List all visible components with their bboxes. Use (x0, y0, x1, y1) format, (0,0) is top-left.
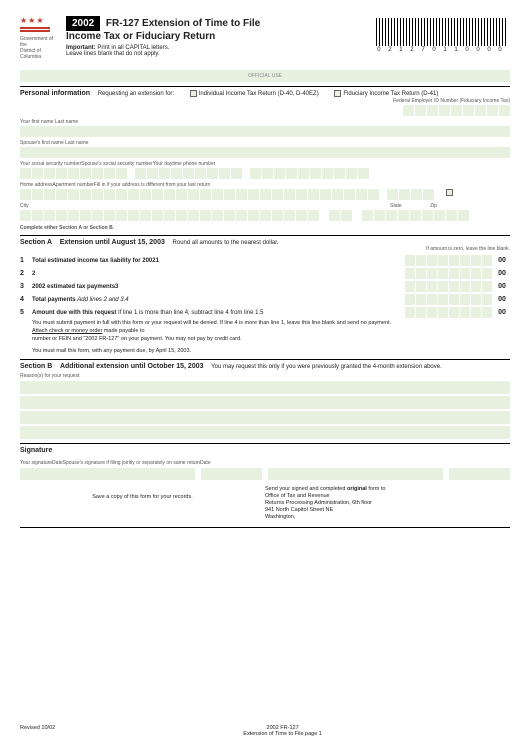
section-b-sub: You may request this only if you were pr… (211, 364, 442, 370)
your-signature-field[interactable] (20, 468, 195, 480)
reason-field-4[interactable] (20, 426, 510, 439)
note-2: Attach check or money order made payable… (32, 328, 510, 335)
address-changed-checkbox[interactable] (446, 189, 453, 196)
year-badge: 2002 (66, 16, 100, 31)
zero-note: If amount is zero, leave the line blank. (20, 246, 510, 252)
section-b-title: Section B (20, 363, 52, 370)
ssn-label: Your social security numberSpouse's soci… (20, 161, 510, 167)
star-icon: ★ (36, 16, 43, 25)
header: ★ ★ ★ Government of the District of Colu… (0, 0, 530, 64)
barcode-number: 0 2 1 2 7 0 1 1 0 0 0 0 (376, 47, 506, 53)
fed-emp-boxes (20, 105, 510, 116)
section-a: Section A Extension until August 15, 200… (20, 235, 510, 355)
checkbox-individual[interactable] (190, 90, 197, 97)
reasons-label: Reason(s) for your request (20, 373, 510, 379)
spouse-signature-field[interactable] (268, 468, 443, 480)
opt-individual: Individual Income Tax Return (D-40, D-40… (199, 91, 319, 97)
tax-form-page: ★ ★ ★ Government of the District of Colu… (0, 0, 530, 749)
input-box[interactable] (403, 105, 414, 116)
save-copy-note: Save a copy of this form for your record… (20, 486, 265, 522)
reason-field-1[interactable] (20, 381, 510, 394)
line-4: 4 Total payments Add lines 2 and 3.4 00 (20, 293, 510, 306)
line-1: 1 Total estimated income tax liability f… (20, 254, 510, 267)
divider (20, 527, 510, 528)
mail-block: Save a copy of this form for your record… (20, 486, 510, 522)
dc-flag: ★ ★ ★ Government of the District of Colu… (20, 16, 54, 60)
line-2: 2 2 00 (20, 267, 510, 280)
official-use-strip: OFFICIAL USE (20, 70, 510, 82)
footer: Revised 10/02 2002 FR-127 Extension of T… (20, 725, 510, 737)
signature-title: Signature (20, 447, 52, 454)
section-signature: Signature Your signatureDateSpouse's sig… (20, 443, 510, 529)
zip-label: Zip (430, 203, 510, 209)
opt-fiduciary: Fiduciary Income Tax Return (D-41) (343, 91, 438, 97)
your-name-label: Your first name Last name (20, 119, 510, 125)
spouse-name-field[interactable] (20, 147, 510, 158)
line-3: 3 2002 estimated tax payments3 00 (20, 280, 510, 293)
reason-field-3[interactable] (20, 411, 510, 424)
round-note: Round all amounts to the nearest dollar. (173, 240, 279, 246)
reason-field-2[interactable] (20, 396, 510, 409)
footer-page: Extension of Time to File page 1 (55, 731, 510, 737)
flag-bar (20, 27, 50, 29)
section-a-title: Section A (20, 239, 52, 246)
section-a-heading: Extension until August 15, 2003 (60, 239, 165, 246)
note-1: You must submit payment in full with thi… (32, 320, 510, 327)
flag-bar (20, 30, 50, 32)
note-4: You must mail this form, with any paymen… (32, 348, 510, 355)
complete-note: Complete either Section A or Section B. (20, 225, 510, 231)
star-icon: ★ (28, 16, 35, 25)
spouse-date-field[interactable] (449, 468, 510, 480)
ssn-row (20, 168, 510, 179)
revised-label: Revised 10/02 (20, 725, 55, 737)
sig-labels: Your signatureDateSpouse's signature if … (20, 460, 510, 466)
note-3: number or FEIN and "2002 FR-127" on your… (32, 336, 510, 343)
line-5: 5 Amount due with this request If line 1… (20, 306, 510, 319)
address-row (20, 189, 510, 200)
your-name-field[interactable] (20, 126, 510, 137)
barcode-lines (376, 18, 506, 46)
star-icon: ★ (20, 16, 27, 25)
mail-address: Send your signed and completed original … (265, 486, 510, 522)
address-label: Home addressApartment numberFill in if y… (20, 182, 510, 188)
state-label: State (390, 203, 430, 209)
city-row (20, 210, 510, 221)
city-label: City (20, 203, 390, 209)
form-title: FR-127 Extension of Time to File (106, 18, 260, 29)
personal-heading: Personal information (20, 90, 90, 97)
gov-label: Government of the District of Columbia (20, 36, 54, 60)
requesting-label: Requesting an extension for: (98, 91, 174, 97)
your-date-field[interactable] (201, 468, 262, 480)
section-personal: Personal information Requesting an exten… (20, 86, 510, 231)
spouse-name-label: Spouse's first name Last name (20, 140, 510, 146)
fed-emp-label: Federal Employer ID Number (Fiduciary In… (20, 98, 510, 104)
barcode: 0 2 1 2 7 0 1 1 0 0 0 0 (376, 18, 506, 53)
section-b: Section B Additional extension until Oct… (20, 359, 510, 439)
section-b-heading: Additional extension until October 15, 2… (60, 363, 204, 370)
checkbox-fiduciary[interactable] (334, 90, 341, 97)
